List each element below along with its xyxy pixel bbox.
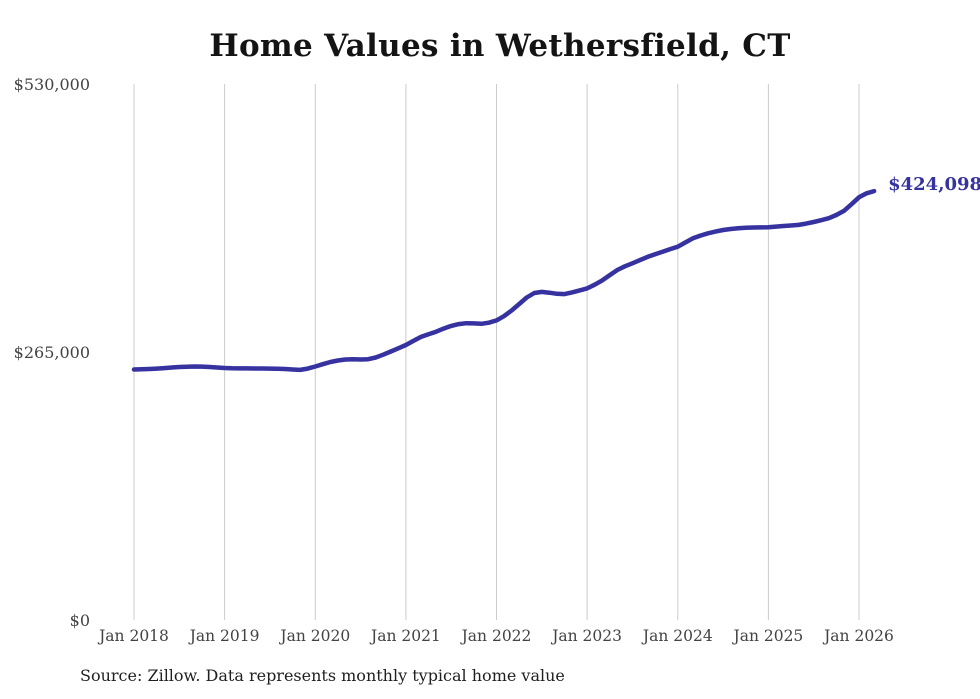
- y-tick-label: $0: [70, 611, 90, 630]
- x-tick-label: Jan 2026: [822, 627, 894, 645]
- x-tick-label: Jan 2022: [460, 627, 532, 645]
- source-note: Source: Zillow. Data represents monthly …: [80, 666, 565, 685]
- chart-title: Home Values in Wethersfield, CT: [209, 28, 791, 64]
- x-tick-label: Jan 2025: [731, 627, 803, 645]
- x-tick-label: Jan 2018: [97, 627, 169, 645]
- x-tick-label: Jan 2024: [641, 627, 713, 645]
- x-tick-label: Jan 2020: [278, 627, 350, 645]
- x-tick-label: Jan 2023: [550, 627, 622, 645]
- x-tick-label: Jan 2021: [369, 627, 441, 645]
- end-value-label: $424,098: [888, 174, 980, 195]
- x-tick-label: Jan 2019: [188, 627, 260, 645]
- y-tick-label: $530,000: [14, 75, 90, 94]
- y-tick-label: $265,000: [14, 343, 90, 362]
- value-line: [131, 188, 877, 373]
